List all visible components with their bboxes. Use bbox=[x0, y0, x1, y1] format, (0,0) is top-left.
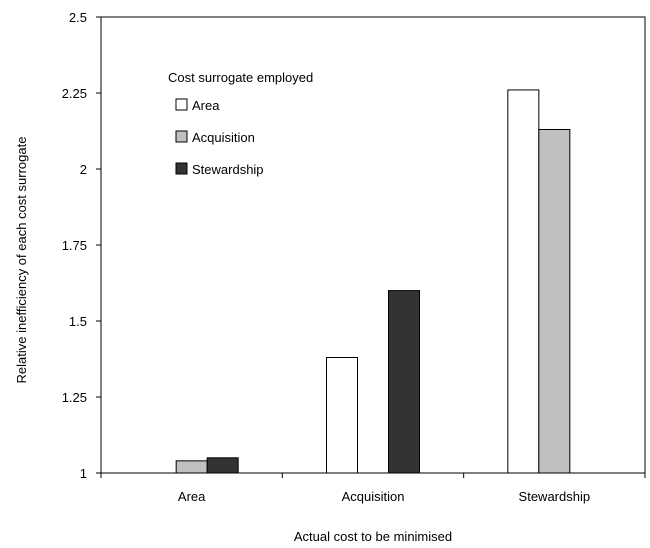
legend-label-acquisition: Acquisition bbox=[192, 130, 255, 145]
legend-swatch-stewardship bbox=[175, 162, 188, 175]
legend-label-area: Area bbox=[192, 98, 220, 113]
bars-layer bbox=[175, 89, 571, 474]
bar-acquisition-stewardship bbox=[388, 290, 420, 474]
y-tick-label: 2 bbox=[80, 162, 87, 177]
legend: Cost surrogate employed Area Acquisition S… bbox=[168, 70, 313, 177]
y-tick-label: 1 bbox=[80, 466, 87, 481]
x-axis-ticks: Area Acquisition Stewardship bbox=[100, 473, 646, 504]
y-axis-title: Relative inefficiency of each cost surro… bbox=[14, 137, 29, 384]
bar-stewardship-area bbox=[507, 89, 540, 474]
bar-stewardship-acquisition bbox=[538, 128, 571, 474]
y-tick-label: 1.75 bbox=[62, 238, 87, 253]
y-tick-label: 2.5 bbox=[69, 10, 87, 25]
legend-swatch-acquisition bbox=[175, 130, 188, 143]
bar-acquisition-area bbox=[326, 356, 358, 474]
y-tick-label: 1.25 bbox=[62, 390, 87, 405]
x-tick-label: Acquisition bbox=[342, 489, 405, 504]
legend-title: Cost surrogate employed bbox=[168, 70, 313, 85]
x-tick-label: Area bbox=[178, 489, 206, 504]
x-axis-title: Actual cost to be minimised bbox=[294, 529, 452, 544]
legend-label-stewardship: Stewardship bbox=[192, 162, 264, 177]
y-tick-label: 2.25 bbox=[62, 86, 87, 101]
bar-area-acquisition bbox=[175, 460, 208, 474]
y-tick-label: 1.5 bbox=[69, 314, 87, 329]
x-tick-label: Stewardship bbox=[519, 489, 591, 504]
bar-area-stewardship bbox=[206, 457, 239, 474]
legend-swatch-area bbox=[175, 98, 188, 111]
y-axis-ticks: 1 1.25 1.5 1.75 2 2.25 2.5 bbox=[62, 10, 101, 481]
